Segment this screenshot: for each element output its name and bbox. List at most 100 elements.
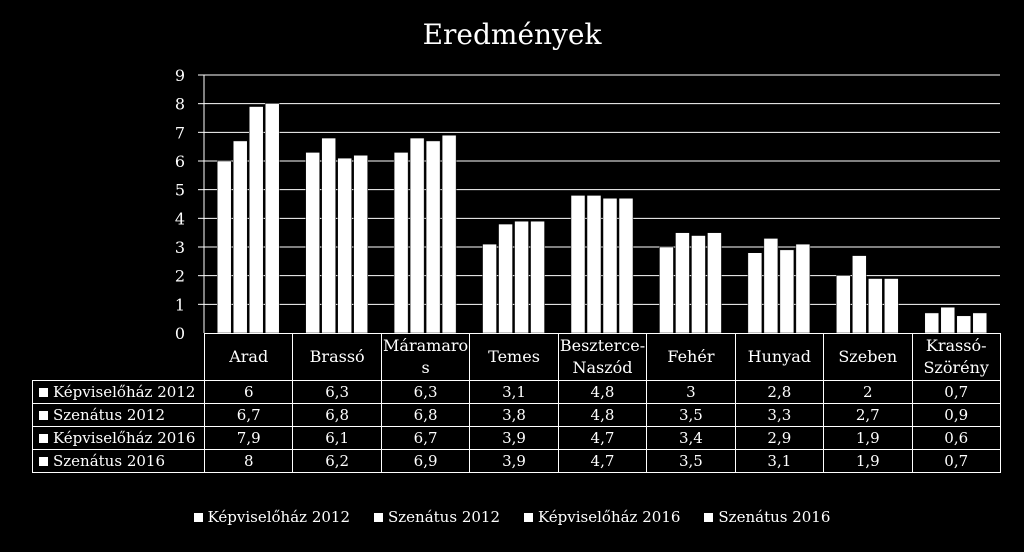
bar [586, 195, 602, 334]
data-label: 0,6 [911, 426, 1001, 450]
series-name: Képviselőház 2016 [53, 429, 196, 447]
y-tick-label: 3 [175, 238, 185, 257]
data-label: 3,9 [469, 426, 559, 450]
bar [570, 195, 586, 334]
legend-item: Képviselőház 2016 [524, 508, 680, 526]
table-row: Szenátus 2016 8 6,2 6,9 3,9 4,7 3,5 3,1 1,9 0,7 [32, 449, 1001, 473]
x-category-label: Fehér [646, 333, 736, 381]
legend-label: Képviselőház 2012 [207, 508, 350, 526]
bar [248, 106, 264, 334]
legend-label: Szenátus 2016 [718, 508, 831, 526]
legend-item: Szenátus 2016 [704, 508, 830, 526]
x-category-label: Krassó- Szörény [911, 333, 1001, 381]
table-row-header: Képviselőház 2012 [32, 380, 205, 404]
bar [972, 312, 988, 334]
data-label: 0,7 [911, 449, 1001, 473]
data-label: 1,9 [823, 449, 913, 473]
y-tick-label: 1 [175, 295, 185, 314]
table-row: Képviselőház 2012 6 6,3 6,3 3,1 4,8 3 2,8 2 0,7 [32, 380, 1001, 404]
series-name: Szenátus 2012 [53, 406, 165, 424]
bar [305, 152, 320, 334]
bar [602, 198, 618, 334]
table-row-header: Képviselőház 2016 [32, 426, 205, 450]
data-label: 2,7 [823, 403, 913, 427]
data-label: 0,7 [911, 380, 1001, 404]
bar [779, 249, 795, 334]
data-label: 4,7 [557, 426, 648, 450]
data-label: 6,3 [380, 380, 471, 404]
data-label: 8 [203, 449, 294, 473]
bar [514, 220, 529, 334]
bar [216, 160, 232, 334]
data-label: 4,8 [557, 403, 648, 427]
bar [707, 232, 722, 334]
legend-key-icon [524, 512, 533, 522]
table-row: Képviselőház 2016 7,9 6,1 6,7 3,9 4,7 3,4 2,9 1,… [32, 426, 1001, 450]
data-label: 1,9 [823, 426, 913, 450]
bar [795, 243, 811, 334]
data-label: 2,8 [734, 380, 825, 404]
bar [321, 137, 336, 334]
data-label: 6,9 [380, 449, 471, 473]
table-corner [32, 333, 205, 381]
bar [956, 315, 972, 334]
data-label: 6,7 [380, 426, 471, 450]
bar [232, 140, 248, 334]
bar [482, 243, 497, 334]
legend-key-icon [193, 512, 203, 522]
legend-label: Szenátus 2012 [388, 508, 500, 526]
bar [498, 223, 513, 334]
bar [530, 220, 545, 334]
bar [868, 278, 883, 334]
data-label: 3,1 [734, 449, 825, 473]
series-key-icon [39, 433, 48, 443]
legend-item: Képviselőház 2012 [193, 508, 350, 526]
bar [353, 155, 368, 334]
data-label: 4,8 [557, 380, 648, 404]
bar [618, 198, 634, 334]
table-row: Szenátus 2012 6,7 6,8 6,8 3,8 4,8 3,5 3,3 2,7 0,9 [32, 403, 1001, 427]
data-label: 2 [823, 380, 913, 404]
data-label: 3,8 [469, 403, 559, 427]
legend-key-icon [704, 512, 714, 522]
series-name: Szenátus 2016 [53, 452, 165, 470]
bar [441, 134, 457, 334]
bar [747, 252, 763, 334]
data-label: 3 [646, 380, 736, 404]
data-label: 0,9 [911, 403, 1001, 427]
data-table: Arad Brassó Máramaro s Temes Beszterce- Nasz… [32, 333, 1001, 473]
y-tick-label: 2 [175, 267, 185, 286]
data-label: 6,2 [292, 449, 382, 473]
y-tick-label: 5 [175, 181, 185, 200]
x-category-label: Máramaro s [380, 333, 471, 381]
data-label: 7,9 [203, 426, 294, 450]
x-category-label: Beszterce- Naszód [557, 333, 648, 381]
bar [763, 238, 779, 334]
bar [836, 275, 851, 334]
legend-label: Képviselőház 2016 [538, 508, 681, 526]
data-label: 3,4 [646, 426, 736, 450]
bar [675, 232, 690, 334]
x-category-label: Brassó [292, 333, 382, 381]
x-category-label: Arad [203, 333, 294, 381]
x-category-label: Hunyad [734, 333, 825, 381]
data-label: 6,1 [292, 426, 382, 450]
data-label: 3,5 [646, 449, 736, 473]
legend-key-icon [374, 512, 383, 522]
series-key-icon [39, 456, 48, 466]
bar [337, 157, 352, 334]
series-name: Képviselőház 2012 [53, 383, 196, 401]
data-label: 3,9 [469, 449, 559, 473]
data-label: 4,7 [557, 449, 648, 473]
data-label: 3,5 [646, 403, 736, 427]
y-tick-label: 8 [175, 95, 185, 114]
series-key-icon [39, 387, 48, 397]
data-label: 3,1 [469, 380, 559, 404]
x-category-label: Szeben [823, 333, 913, 381]
data-label: 6,8 [380, 403, 471, 427]
data-label: 6,3 [292, 380, 382, 404]
bar [924, 312, 940, 334]
table-row-header: Szenátus 2016 [32, 449, 205, 473]
legend: Képviselőház 2012 Szenátus 2012 Képviselőh… [0, 508, 1024, 526]
